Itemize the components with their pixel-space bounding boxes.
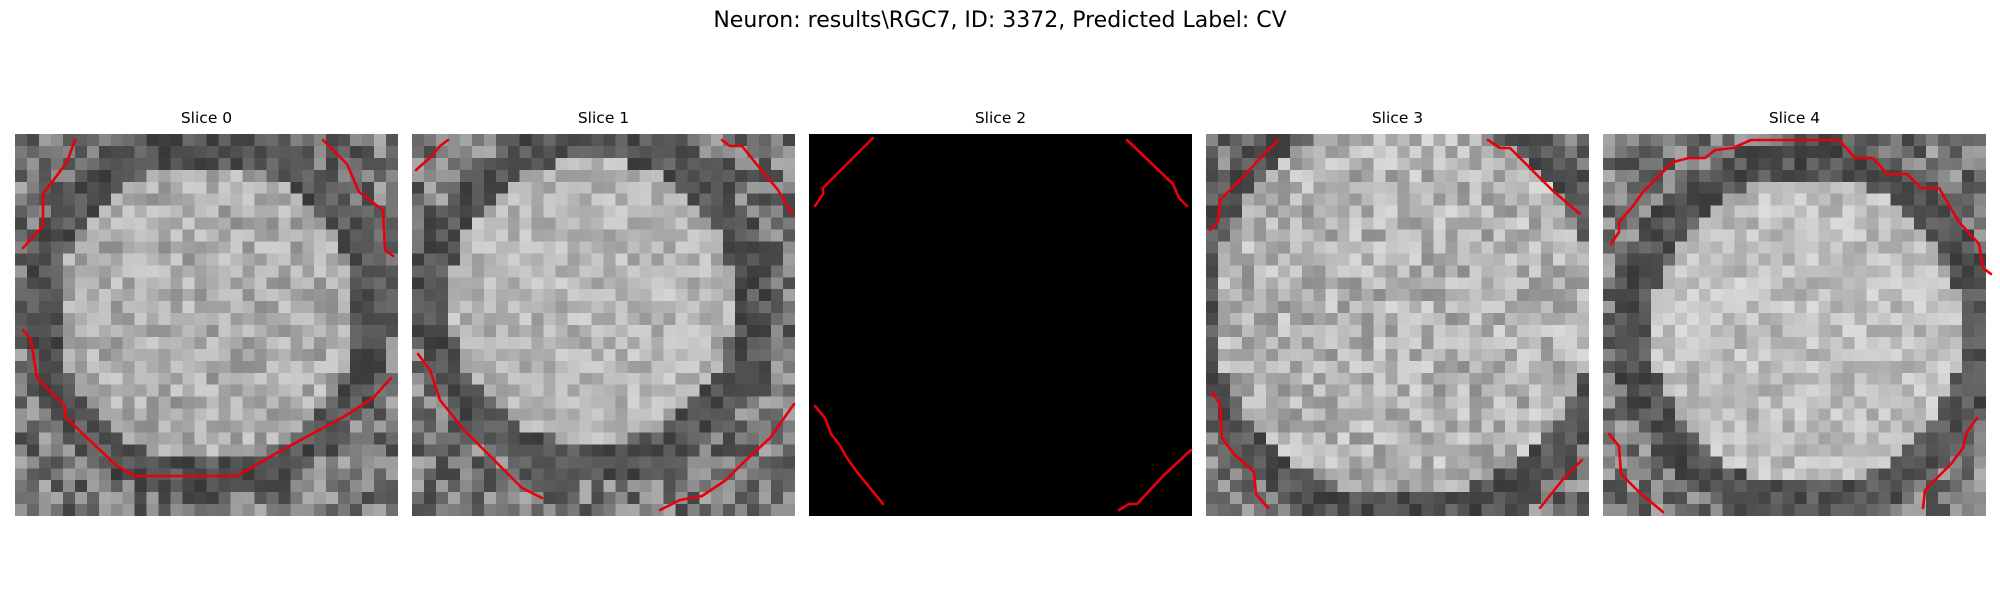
slice-2-contour bbox=[813, 136, 1193, 512]
slice-3-image bbox=[1206, 134, 1589, 516]
slice-0-title: Slice 0 bbox=[180, 109, 233, 127]
slice-2-title: Slice 2 bbox=[974, 109, 1027, 127]
slice-3-title: Slice 3 bbox=[1371, 109, 1424, 127]
slice-4-image bbox=[1603, 134, 1986, 516]
slice-1-title: Slice 1 bbox=[577, 109, 630, 127]
slice-3-contour bbox=[1208, 138, 1584, 510]
slice-0-image bbox=[15, 134, 398, 516]
slice-0-contour bbox=[21, 138, 395, 478]
slice-4-contour bbox=[1607, 138, 1993, 514]
slice-1-contour bbox=[414, 138, 796, 512]
slice-4-title: Slice 4 bbox=[1768, 109, 1821, 127]
slice-2-image bbox=[809, 134, 1192, 516]
figure-title: Neuron: results\RGC7, ID: 3372, Predicte… bbox=[713, 8, 1287, 33]
slice-1-image bbox=[412, 134, 795, 516]
